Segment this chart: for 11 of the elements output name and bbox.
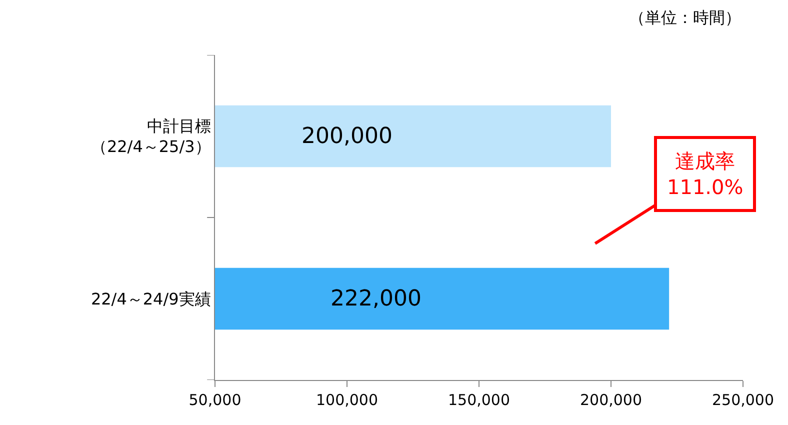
x-tick-label: 150,000 xyxy=(448,391,510,409)
annotation: 達成率 111.0% xyxy=(667,149,744,199)
x-tick-label: 200,000 xyxy=(580,391,642,409)
text: （単位：時間） xyxy=(629,8,741,27)
x-tick-label: 100,000 xyxy=(316,391,378,409)
x-tick-label: 250,000 xyxy=(712,391,774,409)
y-tick-label: 中計目標（22/4～25/3） xyxy=(90,116,211,156)
y-tick-label: 22/4～24/9実績 xyxy=(90,289,211,308)
data-label: 200,000 xyxy=(302,124,392,149)
x-tick-label: 50,000 xyxy=(188,391,242,409)
data-label: 222,000 xyxy=(330,286,422,312)
